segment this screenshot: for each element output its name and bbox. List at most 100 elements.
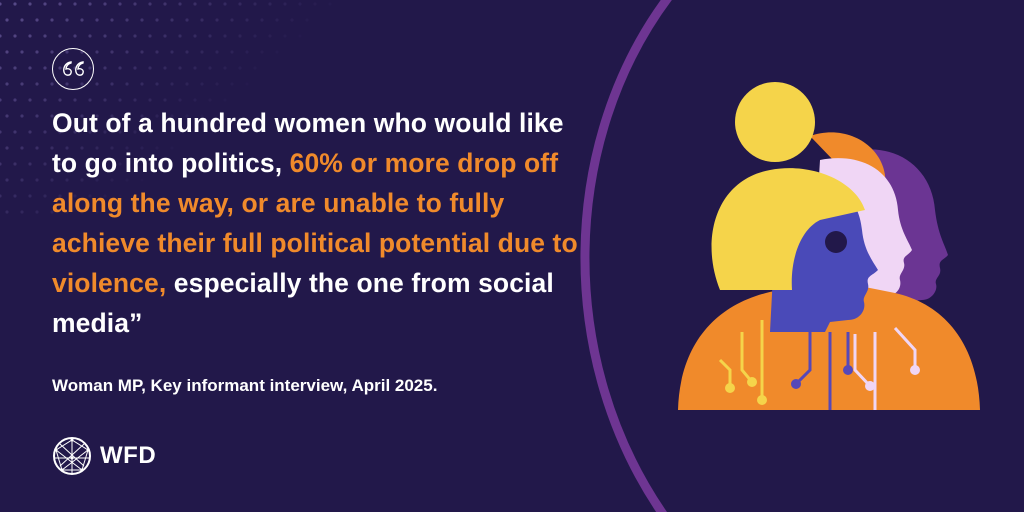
quote-highlight: 60% or more drop off along the way, or a… [52, 148, 578, 298]
decor-dot [133, 98, 137, 102]
decor-dot [200, 82, 204, 86]
decor-dot [230, 82, 234, 86]
decor-dot [43, 162, 47, 166]
decor-dot [20, 114, 24, 118]
decor-dot [88, 194, 92, 198]
decor-dot [185, 114, 189, 118]
decor-dot [43, 34, 47, 38]
decor-dot [13, 130, 17, 134]
decor-dot [170, 50, 174, 54]
decor-dot [13, 34, 17, 38]
decor-dot [0, 66, 2, 70]
decor-dot [208, 98, 212, 102]
decor-dot [65, 178, 69, 182]
decor-dot [73, 130, 77, 134]
decor-dot [200, 50, 204, 54]
decor-dot [178, 130, 182, 134]
decor-dot [80, 178, 84, 182]
decor-dot [0, 130, 2, 134]
decor-dot [28, 194, 32, 198]
decor-dot [148, 130, 152, 134]
decor-dot [118, 162, 122, 166]
decor-dot [28, 162, 32, 166]
decor-dot [43, 66, 47, 70]
decor-dot [193, 98, 197, 102]
decor-dot [103, 130, 107, 134]
decor-dot [178, 66, 182, 70]
decor-dot [43, 2, 47, 6]
decor-dot [163, 130, 167, 134]
decor-dot [155, 114, 159, 118]
decor-dot [103, 2, 107, 6]
decor-dot [35, 178, 39, 182]
decor-dot [28, 2, 32, 6]
decor-dot [65, 210, 69, 214]
decor-dot [125, 178, 129, 182]
decor-dot [283, 34, 287, 38]
decor-dot [50, 178, 54, 182]
decor-dot [35, 114, 39, 118]
decor-dot [200, 114, 204, 118]
decor-dot [133, 34, 137, 38]
decor-dot [58, 34, 62, 38]
decor-dot [103, 194, 107, 198]
decor-dot [13, 194, 17, 198]
decor-dot [298, 2, 302, 6]
decor-dot [230, 50, 234, 54]
decor-dot [193, 66, 197, 70]
decor-dot [223, 98, 227, 102]
decor-dot [103, 66, 107, 70]
decor-dot [275, 18, 279, 22]
decor-dot [185, 50, 189, 54]
women-profiles-illustration [678, 82, 980, 410]
decor-dot [238, 34, 242, 38]
decor-dot [110, 146, 114, 150]
decor-dot [20, 210, 24, 214]
decor-dot [193, 34, 197, 38]
decor-dot [140, 82, 144, 86]
decor-dot [155, 146, 159, 150]
decor-dot [253, 2, 257, 6]
decor-dot [148, 34, 152, 38]
decor-dot [163, 66, 167, 70]
decor-dot [275, 50, 279, 54]
decor-dot [163, 2, 167, 6]
decor-dot [163, 98, 167, 102]
decor-dot [140, 18, 144, 22]
decor-dot [163, 34, 167, 38]
decor-dot [28, 66, 32, 70]
decor-dot [125, 146, 129, 150]
decor-dot [245, 18, 249, 22]
decor-dot [43, 194, 47, 198]
decor-dot [0, 194, 2, 198]
decor-dot [170, 114, 174, 118]
decor-dot [73, 98, 77, 102]
decor-dot [185, 18, 189, 22]
decor-dot [178, 2, 182, 6]
decor-dot [133, 2, 137, 6]
decor-dot [73, 2, 77, 6]
decor-dot [13, 66, 17, 70]
decor-dot [155, 18, 159, 22]
decor-dot [28, 130, 32, 134]
decor-dot [95, 114, 99, 118]
decor-dot [230, 18, 234, 22]
decor-dot [155, 50, 159, 54]
decor-dot [50, 210, 54, 214]
quote-icon [52, 48, 94, 90]
decor-dot [238, 2, 242, 6]
decor-dot [238, 66, 242, 70]
decor-dot [155, 82, 159, 86]
decor-dot [88, 34, 92, 38]
decor-dot [20, 18, 24, 22]
decor-dot [253, 34, 257, 38]
decor-dot [13, 2, 17, 6]
decor-dot [133, 130, 137, 134]
decor-dot [110, 178, 114, 182]
decor-dot [148, 66, 152, 70]
decor-dot [5, 50, 9, 54]
decor-dot [35, 210, 39, 214]
decor-dot [215, 82, 219, 86]
decor-dot [43, 98, 47, 102]
decor-dot [268, 34, 272, 38]
